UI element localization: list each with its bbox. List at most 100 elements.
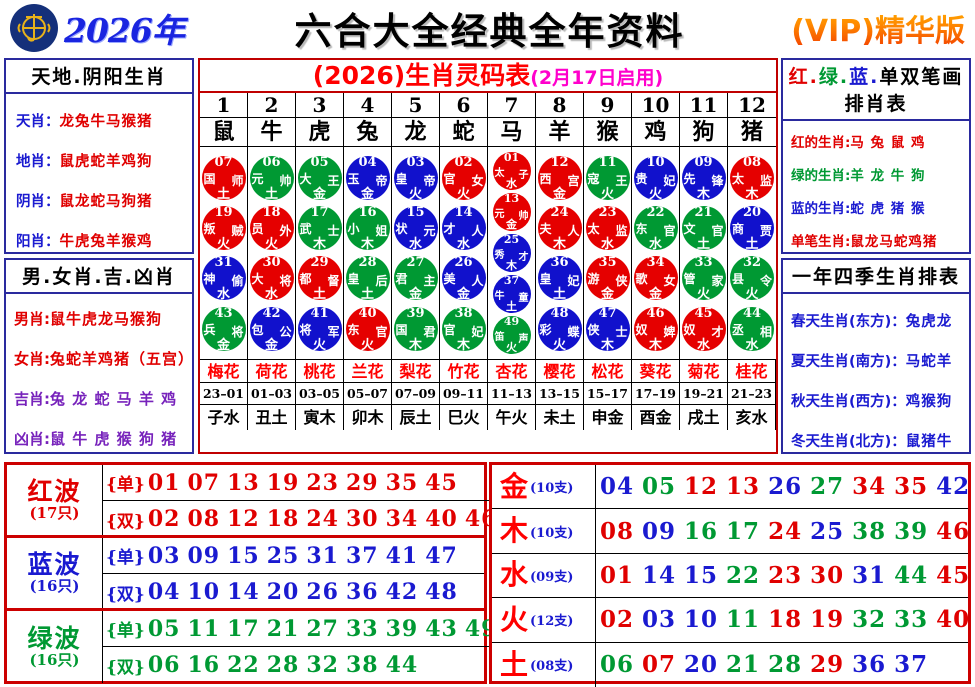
element-number[interactable]: 42 <box>936 473 971 501</box>
wave-number[interactable]: 04 <box>147 579 181 605</box>
zodiac-number-circle[interactable]: 13 元 帅金 <box>492 193 531 232</box>
zodiac-number-circle[interactable]: 46 奴婢木 <box>633 306 678 353</box>
zodiac-number-circle[interactable]: 28 皇后土 <box>345 256 390 302</box>
wave-number[interactable]: 15 <box>227 542 260 569</box>
zodiac-number-circle[interactable]: 45 奴才水 <box>681 306 726 353</box>
element-number[interactable]: 40 <box>936 606 971 634</box>
zodiac-number-circle[interactable]: 15 状元水 <box>393 206 438 252</box>
wave-number[interactable]: 33 <box>346 615 379 642</box>
wave-number[interactable]: 23 <box>306 469 339 496</box>
zodiac-number-circle[interactable]: 03 皇帝火 <box>393 155 438 202</box>
wave-number[interactable]: 14 <box>227 579 260 605</box>
zodiac-number-circle[interactable]: 30 大将水 <box>249 256 294 302</box>
wave-number[interactable]: 26 <box>306 579 339 605</box>
wave-number[interactable]: 39 <box>385 615 419 642</box>
wave-number[interactable]: 09 <box>187 542 221 569</box>
wave-number[interactable]: 43 <box>425 615 458 642</box>
zodiac-number-circle[interactable]: 42 包公金 <box>249 306 294 353</box>
zodiac-number-circle[interactable]: 44 丞相水 <box>730 306 774 353</box>
element-number[interactable]: 44 <box>894 561 929 589</box>
element-number[interactable]: 45 <box>936 561 971 589</box>
element-number[interactable]: 10 <box>684 606 719 634</box>
wave-number[interactable]: 35 <box>385 469 419 496</box>
wave-number[interactable]: 05 <box>147 615 181 642</box>
zodiac-number-circle[interactable]: 31 神偷水 <box>201 256 246 302</box>
element-number[interactable]: 15 <box>684 561 719 589</box>
element-number[interactable]: 04 <box>600 473 635 501</box>
zodiac-number-circle[interactable]: 11 寇王火 <box>585 155 630 202</box>
element-number[interactable]: 19 <box>810 606 845 634</box>
zodiac-number-circle[interactable]: 18 员外火 <box>249 206 294 252</box>
zodiac-number-circle[interactable]: 05 大王金 <box>297 155 342 202</box>
zodiac-number-circle[interactable]: 29 都督土 <box>297 256 342 302</box>
element-number[interactable]: 24 <box>768 517 803 545</box>
element-number[interactable]: 20 <box>684 651 719 679</box>
wave-number[interactable]: 24 <box>306 506 339 532</box>
zodiac-number-circle[interactable]: 12 西宫金 <box>537 155 582 202</box>
zodiac-number-circle[interactable]: 22 东官水 <box>633 206 678 252</box>
wave-number[interactable]: 30 <box>346 506 379 532</box>
wave-number[interactable]: 37 <box>346 542 379 569</box>
element-number[interactable]: 21 <box>726 651 761 679</box>
wave-number[interactable]: 25 <box>266 542 300 569</box>
wave-number[interactable]: 36 <box>346 579 379 605</box>
element-number[interactable]: 30 <box>810 561 845 589</box>
wave-number[interactable]: 19 <box>266 469 300 496</box>
element-number[interactable]: 23 <box>768 561 803 589</box>
element-number[interactable]: 29 <box>810 651 845 679</box>
wave-number[interactable]: 01 <box>147 469 181 496</box>
element-number[interactable]: 06 <box>600 651 635 679</box>
zodiac-number-circle[interactable]: 40 东官火 <box>345 306 390 353</box>
wave-number[interactable]: 27 <box>306 615 339 642</box>
element-number[interactable]: 35 <box>894 473 929 501</box>
element-number[interactable]: 18 <box>768 606 803 634</box>
wave-number[interactable]: 22 <box>227 652 260 678</box>
zodiac-number-circle[interactable]: 23 太监水 <box>585 206 630 252</box>
element-number[interactable]: 07 <box>642 651 677 679</box>
element-number[interactable]: 27 <box>810 473 845 501</box>
wave-number[interactable]: 18 <box>266 506 300 532</box>
wave-number[interactable]: 31 <box>306 542 339 569</box>
zodiac-number-circle[interactable]: 21 文官土 <box>681 206 726 252</box>
element-number[interactable]: 14 <box>642 561 677 589</box>
element-number[interactable]: 17 <box>726 517 761 545</box>
element-number[interactable]: 01 <box>600 561 635 589</box>
element-number[interactable]: 39 <box>894 517 929 545</box>
zodiac-number-circle[interactable]: 07 国师土 <box>201 155 246 202</box>
wave-number[interactable]: 13 <box>227 469 260 496</box>
wave-number[interactable]: 20 <box>266 579 300 605</box>
zodiac-number-circle[interactable]: 02 官女火 <box>441 155 486 202</box>
zodiac-number-circle[interactable]: 43 兵将金 <box>201 306 246 353</box>
element-number[interactable]: 13 <box>726 473 761 501</box>
element-number[interactable]: 33 <box>894 606 929 634</box>
wave-number[interactable]: 08 <box>187 506 221 532</box>
zodiac-number-circle[interactable]: 19 叛贼火 <box>201 206 246 252</box>
zodiac-number-circle[interactable]: 36 皇妃土 <box>537 256 582 302</box>
wave-number[interactable]: 11 <box>187 615 221 642</box>
zodiac-number-circle[interactable]: 32 县令火 <box>730 256 774 302</box>
wave-number[interactable]: 07 <box>187 469 221 496</box>
element-number[interactable]: 36 <box>852 651 887 679</box>
element-number[interactable]: 25 <box>810 517 845 545</box>
wave-number[interactable]: 16 <box>187 652 221 678</box>
zodiac-number-circle[interactable]: 39 国君木 <box>393 306 438 353</box>
wave-number[interactable]: 40 <box>425 506 458 532</box>
zodiac-number-circle[interactable]: 26 美人金 <box>441 256 486 302</box>
zodiac-number-circle[interactable]: 20 商贾土 <box>730 206 774 252</box>
wave-number[interactable]: 42 <box>385 579 419 605</box>
zodiac-number-circle[interactable]: 09 先锋木 <box>681 155 726 202</box>
wave-number[interactable]: 28 <box>266 652 300 678</box>
element-number[interactable]: 08 <box>600 517 635 545</box>
wave-number[interactable]: 17 <box>227 615 260 642</box>
zodiac-number-circle[interactable]: 14 才人水 <box>441 206 486 252</box>
wave-number[interactable]: 45 <box>425 469 458 496</box>
element-number[interactable]: 32 <box>852 606 887 634</box>
zodiac-number-circle[interactable]: 10 贵妃火 <box>633 155 678 202</box>
element-number[interactable]: 37 <box>894 651 929 679</box>
element-number[interactable]: 12 <box>684 473 719 501</box>
element-number[interactable]: 16 <box>684 517 719 545</box>
element-number[interactable]: 05 <box>642 473 677 501</box>
wave-number[interactable]: 06 <box>147 652 181 678</box>
zodiac-number-circle[interactable]: 37 牛 童土 <box>492 275 531 314</box>
wave-number[interactable]: 47 <box>425 542 458 569</box>
